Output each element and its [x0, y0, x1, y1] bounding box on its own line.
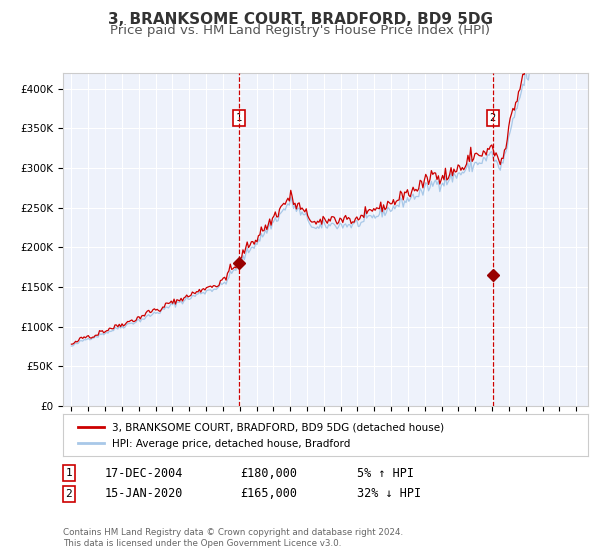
Legend: 3, BRANKSOME COURT, BRADFORD, BD9 5DG (detached house), HPI: Average price, deta: 3, BRANKSOME COURT, BRADFORD, BD9 5DG (d…	[73, 418, 448, 452]
Text: Price paid vs. HM Land Registry's House Price Index (HPI): Price paid vs. HM Land Registry's House …	[110, 24, 490, 37]
Text: 5% ↑ HPI: 5% ↑ HPI	[357, 466, 414, 480]
Text: £165,000: £165,000	[240, 487, 297, 501]
Text: 2: 2	[490, 113, 496, 123]
Text: 1: 1	[65, 468, 73, 478]
Text: 32% ↓ HPI: 32% ↓ HPI	[357, 487, 421, 501]
Text: 15-JAN-2020: 15-JAN-2020	[105, 487, 184, 501]
Text: Contains HM Land Registry data © Crown copyright and database right 2024.
This d: Contains HM Land Registry data © Crown c…	[63, 528, 403, 548]
Text: 1: 1	[236, 113, 242, 123]
Text: 17-DEC-2004: 17-DEC-2004	[105, 466, 184, 480]
Text: £180,000: £180,000	[240, 466, 297, 480]
Text: 3, BRANKSOME COURT, BRADFORD, BD9 5DG: 3, BRANKSOME COURT, BRADFORD, BD9 5DG	[107, 12, 493, 27]
Text: 2: 2	[65, 489, 73, 499]
